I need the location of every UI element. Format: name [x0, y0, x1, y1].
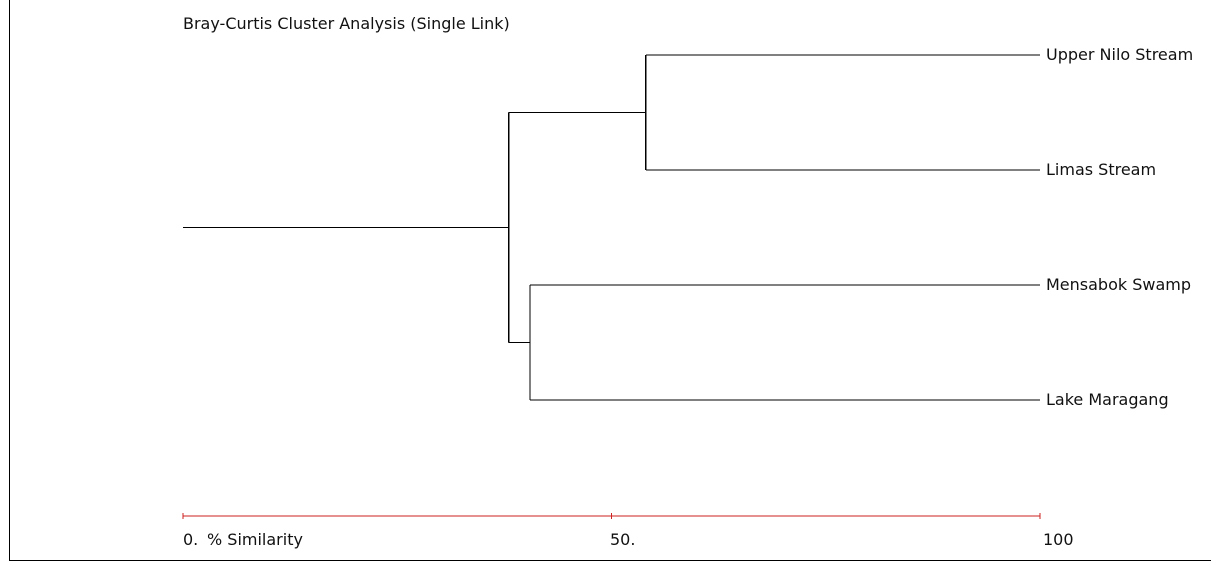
tick-label-50: 50.: [610, 530, 636, 549]
tick-label-0: 0.: [183, 530, 199, 549]
chart-title: Bray-Curtis Cluster Analysis (Single Lin…: [183, 14, 510, 33]
leaf-label-lake-maragang: Lake Maragang: [1046, 390, 1169, 409]
leaf-label-limas-stream: Limas Stream: [1046, 160, 1157, 179]
tick-label-100: 100: [1043, 530, 1074, 549]
leaf-label-mensabok-swamp: Mensabok Swamp: [1046, 275, 1192, 294]
x-axis-title: % Similarity: [207, 530, 303, 549]
leaf-label-upper-nilo-stream: Upper Nilo Stream: [1046, 45, 1194, 64]
